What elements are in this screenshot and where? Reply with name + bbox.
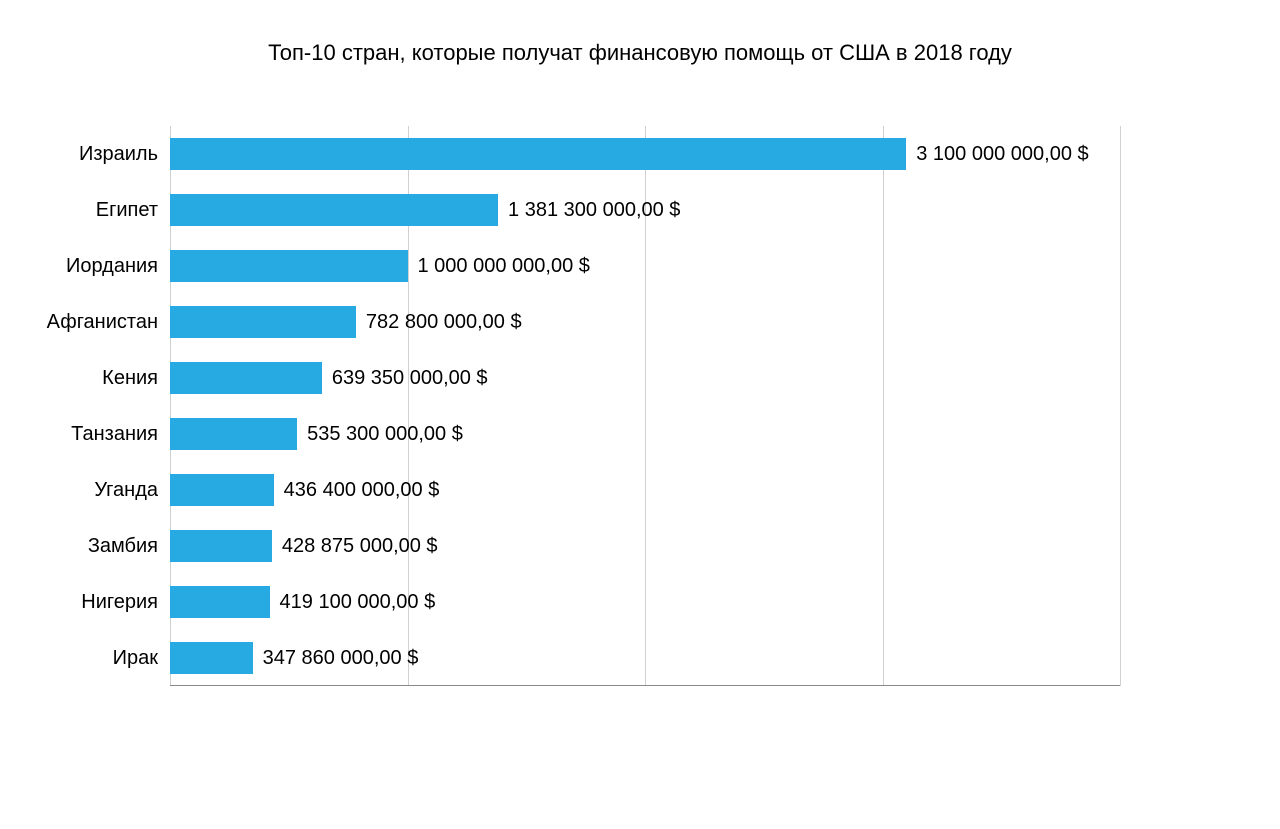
category-label: Израиль xyxy=(79,143,158,166)
category-label: Танзания xyxy=(71,423,158,446)
chart-bars: Израиль3 100 000 000,00 $ Египет1 381 300… xyxy=(170,126,1120,686)
chart-container: Топ-10 стран, которые получат финансовую… xyxy=(0,0,1280,829)
bar xyxy=(170,474,274,506)
value-label: 1 381 300 000,00 $ xyxy=(508,199,680,222)
chart-row: Уганда436 400 000,00 $ xyxy=(170,474,1120,506)
bar xyxy=(170,418,297,450)
value-label: 3 100 000 000,00 $ xyxy=(916,143,1088,166)
category-label: Кения xyxy=(102,367,158,390)
chart-title: Топ-10 стран, которые получат финансовую… xyxy=(0,40,1280,66)
chart-row: Нигерия419 100 000,00 $ xyxy=(170,586,1120,618)
value-label: 428 875 000,00 $ xyxy=(282,535,438,558)
gridline xyxy=(1120,126,1121,686)
bar xyxy=(170,138,906,170)
chart-row: Египет1 381 300 000,00 $ xyxy=(170,194,1120,226)
value-label: 782 800 000,00 $ xyxy=(366,311,522,334)
category-label: Иордания xyxy=(66,255,158,278)
category-label: Нигерия xyxy=(81,591,158,614)
chart-row: Афганистан782 800 000,00 $ xyxy=(170,306,1120,338)
value-label: 639 350 000,00 $ xyxy=(332,367,488,390)
chart-row: Замбия428 875 000,00 $ xyxy=(170,530,1120,562)
bar xyxy=(170,194,498,226)
bar xyxy=(170,586,270,618)
value-label: 419 100 000,00 $ xyxy=(280,591,436,614)
chart-row: Иордания1 000 000 000,00 $ xyxy=(170,250,1120,282)
chart-row: Израиль3 100 000 000,00 $ xyxy=(170,138,1120,170)
chart-row: Танзания535 300 000,00 $ xyxy=(170,418,1120,450)
category-label: Замбия xyxy=(88,535,158,558)
chart-row: Ирак347 860 000,00 $ xyxy=(170,642,1120,674)
value-label: 535 300 000,00 $ xyxy=(307,423,463,446)
chart-row: Кения639 350 000,00 $ xyxy=(170,362,1120,394)
chart-x-axis xyxy=(170,685,1120,686)
bar xyxy=(170,530,272,562)
bar xyxy=(170,306,356,338)
category-label: Афганистан xyxy=(47,311,158,334)
value-label: 1 000 000 000,00 $ xyxy=(418,255,590,278)
category-label: Ирак xyxy=(113,647,158,670)
bar xyxy=(170,362,322,394)
value-label: 436 400 000,00 $ xyxy=(284,479,440,502)
bar xyxy=(170,250,408,282)
bar xyxy=(170,642,253,674)
category-label: Египет xyxy=(96,199,158,222)
category-label: Уганда xyxy=(94,479,158,502)
value-label: 347 860 000,00 $ xyxy=(263,647,419,670)
chart-plot-area: Израиль3 100 000 000,00 $ Египет1 381 300… xyxy=(170,126,1120,686)
